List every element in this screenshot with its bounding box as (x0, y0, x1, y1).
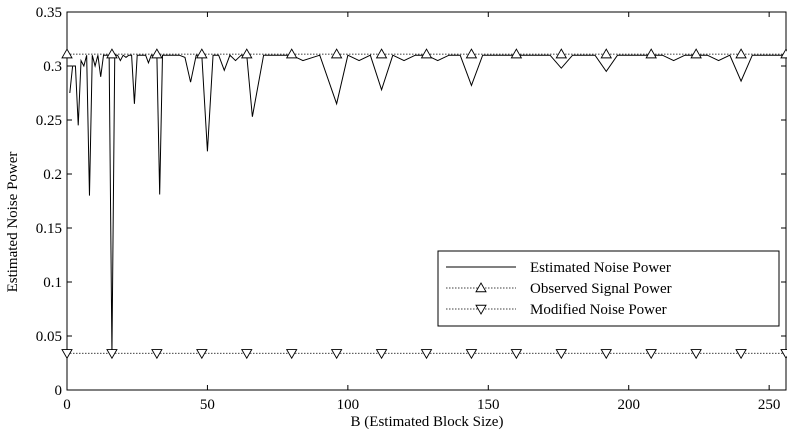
series-marker (196, 48, 208, 59)
series-1 (61, 48, 787, 59)
series-marker (151, 48, 163, 59)
series-marker (465, 349, 478, 360)
series-marker (285, 349, 298, 360)
series-marker (240, 48, 253, 59)
plot-frame (66, 11, 787, 391)
series-marker (465, 48, 478, 59)
series-marker (285, 48, 298, 59)
series-marker (151, 349, 163, 360)
series-layer (61, 48, 787, 360)
series-marker (196, 349, 208, 360)
series-marker (106, 349, 118, 360)
plot-area (66, 11, 787, 391)
legend: Estimated Noise Power Observed Signal Pow… (437, 250, 780, 327)
series-marker (330, 349, 343, 360)
series-marker (555, 48, 568, 59)
x-tick-label: 100 (337, 397, 360, 413)
legend-marker (475, 304, 487, 315)
series-marker (690, 48, 702, 59)
x-tick-label: 200 (617, 397, 640, 413)
x-axis-label: B (Estimated Block Size) (351, 414, 504, 430)
x-tick-label: 150 (477, 397, 500, 413)
legend-marker (475, 282, 487, 293)
series-marker (645, 48, 657, 59)
y-tick-label: 0.35 (36, 5, 62, 21)
series-marker (690, 349, 702, 360)
series-marker (555, 349, 568, 360)
y-tick-label: 0.3 (43, 59, 62, 75)
y-tick-label: 0.1 (43, 275, 62, 291)
series-marker (240, 349, 253, 360)
series-marker (330, 48, 343, 59)
series-marker (375, 349, 388, 360)
series-marker (375, 48, 388, 59)
y-axis-label: Estimated Noise Power (5, 152, 21, 293)
series-marker (645, 349, 657, 360)
series-marker (780, 48, 787, 59)
series-marker (735, 48, 747, 59)
series-marker (61, 349, 73, 360)
x-tick-label: 50 (200, 397, 215, 413)
y-tick-label: 0.25 (36, 113, 62, 129)
legend-label: Estimated Noise Power (530, 260, 671, 276)
series-marker (600, 349, 613, 360)
legend-label: Modified Noise Power (530, 302, 667, 318)
series-marker (510, 349, 523, 360)
x-tick-label: 0 (63, 397, 71, 413)
series-marker (420, 349, 433, 360)
series-marker (510, 48, 523, 59)
series-2 (61, 349, 787, 360)
y-tick-label: 0.2 (43, 167, 62, 183)
ticks-layer: 0 50 100 150 200 250 0 0.05 0.1 0.15 0.2 0.25 0.3 0.3… (36, 5, 786, 413)
series-marker (61, 48, 73, 59)
legend-box (437, 250, 780, 327)
y-tick-label: 0.05 (36, 329, 62, 345)
series-marker (420, 48, 433, 59)
series-marker (735, 349, 747, 360)
x-tick-label: 250 (758, 397, 781, 413)
y-tick-label: 0.15 (36, 221, 62, 237)
legend-label: Observed Signal Power (530, 281, 672, 297)
series-marker (600, 48, 613, 59)
y-tick-label: 0 (55, 383, 63, 399)
series-marker (780, 349, 787, 360)
series-marker (106, 48, 118, 59)
